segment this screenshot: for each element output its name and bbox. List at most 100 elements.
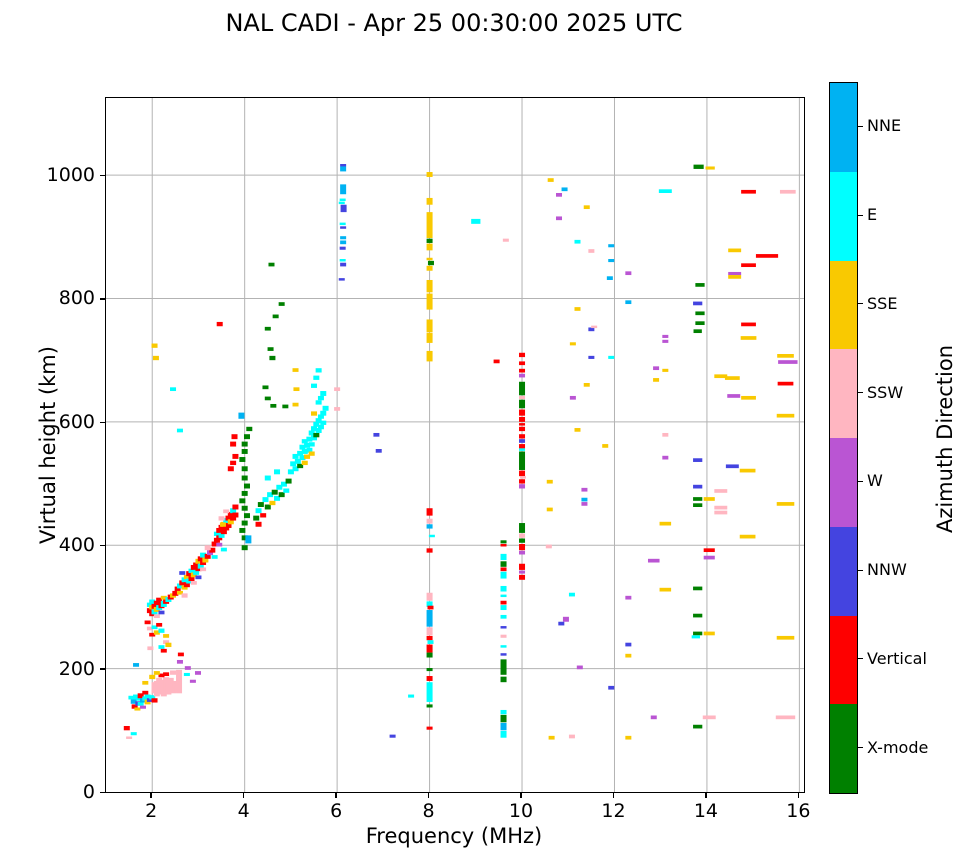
y-tick-mark [100, 668, 105, 670]
scatter-mark [426, 293, 433, 310]
scatter-mark [426, 238, 433, 243]
scatter-mark [183, 574, 190, 580]
colorbar-tick-mark [858, 480, 864, 482]
scatter-mark [519, 395, 526, 400]
x-tick-label: 10 [508, 800, 534, 822]
scatter-mark [695, 321, 705, 326]
scatter-mark [268, 262, 275, 267]
scatter-mark [238, 412, 245, 419]
scatter-mark [189, 679, 196, 683]
scatter-mark [239, 498, 246, 504]
scatter-mark [340, 204, 347, 213]
scatter-mark [278, 492, 285, 498]
scatter-mark [149, 632, 156, 637]
scatter-mark [197, 563, 204, 569]
scatter-mark [294, 458, 301, 464]
scatter-mark [197, 556, 204, 562]
scatter-mark [181, 577, 188, 583]
scatter-mark [340, 262, 347, 267]
scatter-mark [241, 466, 248, 472]
scatter-mark [264, 396, 271, 401]
scatter-mark [426, 508, 433, 516]
scatter-mark [149, 599, 156, 604]
scatter-mark [156, 597, 163, 604]
scatter-mark [285, 478, 292, 484]
scatter-mark [714, 489, 728, 493]
scatter-mark [246, 426, 253, 432]
x-tick-label: 12 [601, 800, 626, 822]
scatter-mark [724, 376, 740, 380]
x-axis-label: Frequency (MHz) [365, 824, 543, 848]
scatter-mark [146, 698, 153, 702]
scatter-mark [156, 622, 163, 627]
x-tick-label: 4 [237, 800, 250, 822]
scatter-mark [163, 672, 170, 677]
scatter-mark [625, 653, 632, 658]
scatter-mark [741, 189, 756, 194]
scatter-mark [136, 696, 143, 701]
scatter-mark [257, 502, 264, 507]
scatter-mark [241, 441, 248, 447]
x-tick-mark [520, 792, 522, 798]
scatter-mark [545, 544, 552, 549]
scatter-mark [408, 694, 415, 698]
scatter-mark [139, 705, 146, 709]
scatter-mark [299, 444, 306, 450]
scatter-mark [322, 405, 329, 411]
colorbar-tick-label: X-mode [867, 737, 929, 757]
scatter-mark [241, 535, 248, 541]
y-tick-label: 400 [58, 534, 95, 557]
scatter-mark [608, 685, 615, 690]
colorbar-segment-ssw [830, 349, 857, 438]
scatter-mark [426, 704, 433, 708]
scatter-mark [320, 391, 327, 396]
scatter-mark [262, 497, 269, 503]
scatter-mark [216, 527, 223, 533]
y-tick-label: 0 [82, 781, 95, 803]
scatter-mark [264, 326, 271, 331]
scatter-mark [128, 695, 135, 700]
scatter-mark [227, 519, 234, 525]
scatter-mark [574, 239, 581, 244]
scatter-mark [727, 394, 741, 398]
scatter-mark [241, 520, 248, 526]
scatter-mark [320, 410, 327, 416]
colorbar-tick-label: SSW [867, 382, 904, 402]
scatter-mark [179, 571, 186, 575]
scatter-mark [427, 640, 434, 644]
scatter-mark [137, 701, 144, 706]
scatter-mark [776, 413, 795, 418]
colorbar-segment-w [830, 438, 857, 527]
scatter-mark [176, 590, 183, 595]
scatter-mark [301, 439, 308, 444]
scatter-mark [500, 730, 507, 738]
scatter-mark [519, 409, 526, 416]
scatter-mark [339, 198, 346, 202]
scatter-mark [339, 246, 346, 250]
scatter-mark [146, 602, 153, 607]
scatter-mark [308, 430, 315, 436]
scatter-mark [471, 218, 481, 224]
y-axis-label: Virtual height (km) [36, 346, 60, 544]
scatter-mark [728, 271, 742, 276]
scatter-mark [519, 352, 526, 358]
scatter-mark [133, 694, 140, 700]
scatter-mark [264, 504, 271, 510]
scatter-mark [695, 311, 705, 316]
scatter-mark [274, 495, 281, 501]
scatter-mark [151, 343, 158, 348]
scatter-mark [500, 614, 507, 619]
scatter-mark [293, 387, 300, 392]
scatter-mark [728, 248, 742, 253]
scatter-mark [500, 600, 507, 605]
scatter-mark [519, 423, 526, 426]
scatter-mark [334, 387, 341, 392]
scatter-mark [315, 418, 322, 424]
scatter-mark [301, 449, 308, 454]
y-tick-mark [100, 174, 105, 177]
scatter-mark [311, 435, 318, 441]
scatter-mark [230, 508, 237, 514]
scatter-mark [220, 529, 227, 535]
colorbar-tick-label: NNE [867, 116, 902, 136]
scatter-mark [245, 535, 252, 544]
